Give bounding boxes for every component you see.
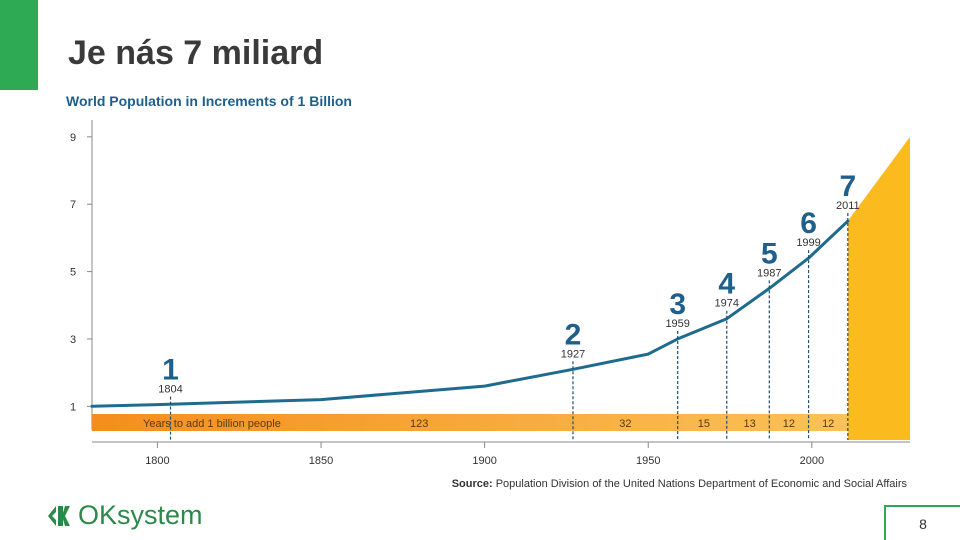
page-number: 8 bbox=[886, 507, 960, 540]
x-tick-label: 1850 bbox=[309, 455, 333, 467]
milestone-number: 3 bbox=[669, 288, 686, 321]
band-label: Years to add 1 billion people bbox=[143, 418, 281, 430]
milestone-year: 1927 bbox=[561, 348, 585, 360]
page-number-box: 8 bbox=[884, 505, 960, 540]
chart-source: Source: Population Division of the Unite… bbox=[452, 478, 908, 490]
interval-label: 123 bbox=[410, 418, 428, 430]
years-band bbox=[92, 414, 848, 431]
milestone-year: 1959 bbox=[665, 318, 689, 330]
interval-label: 32 bbox=[619, 418, 631, 430]
milestone-year: 1804 bbox=[158, 384, 182, 396]
milestone-number: 5 bbox=[761, 237, 778, 270]
milestone-year: 1999 bbox=[796, 237, 820, 249]
milestone-number: 2 bbox=[565, 318, 582, 351]
x-tick-label: 1800 bbox=[145, 455, 169, 467]
interval-label: 13 bbox=[744, 418, 756, 430]
slide-title: Je nás 7 miliard bbox=[68, 34, 324, 72]
projection-area bbox=[847, 136, 910, 440]
accent-bar bbox=[0, 0, 38, 90]
interval-label: 12 bbox=[822, 418, 834, 430]
y-tick-label: 9 bbox=[70, 132, 76, 144]
logo-text: OKsystem bbox=[78, 500, 203, 530]
milestone-number: 6 bbox=[800, 207, 817, 240]
chart-title: World Population in Increments of 1 Bill… bbox=[66, 93, 352, 109]
milestone-number: 7 bbox=[839, 170, 856, 203]
interval-label: 12 bbox=[783, 418, 795, 430]
oksystem-logo-icon bbox=[48, 505, 70, 526]
oksystem-logo: OKsystem bbox=[46, 500, 203, 531]
population-line bbox=[90, 219, 850, 408]
y-tick-label: 5 bbox=[70, 267, 76, 279]
x-tick-label: 1900 bbox=[472, 455, 496, 467]
milestone-number: 1 bbox=[162, 354, 179, 387]
y-tick-label: 3 bbox=[70, 334, 76, 346]
milestone-year: 1974 bbox=[715, 298, 739, 310]
y-tick-label: 1 bbox=[70, 401, 76, 413]
y-tick-label: 7 bbox=[70, 199, 76, 211]
milestone-year: 1987 bbox=[757, 267, 781, 279]
source-text: Population Division of the United Nation… bbox=[496, 478, 908, 490]
x-tick-label: 1950 bbox=[636, 455, 660, 467]
milestone-number: 4 bbox=[718, 268, 735, 301]
x-tick-label: 2000 bbox=[800, 455, 824, 467]
interval-label: 15 bbox=[698, 418, 710, 430]
source-label: Source: bbox=[452, 478, 496, 490]
milestone-year: 2011 bbox=[836, 200, 860, 212]
population-chart: World Population in Increments of 1 Bill… bbox=[66, 93, 910, 490]
